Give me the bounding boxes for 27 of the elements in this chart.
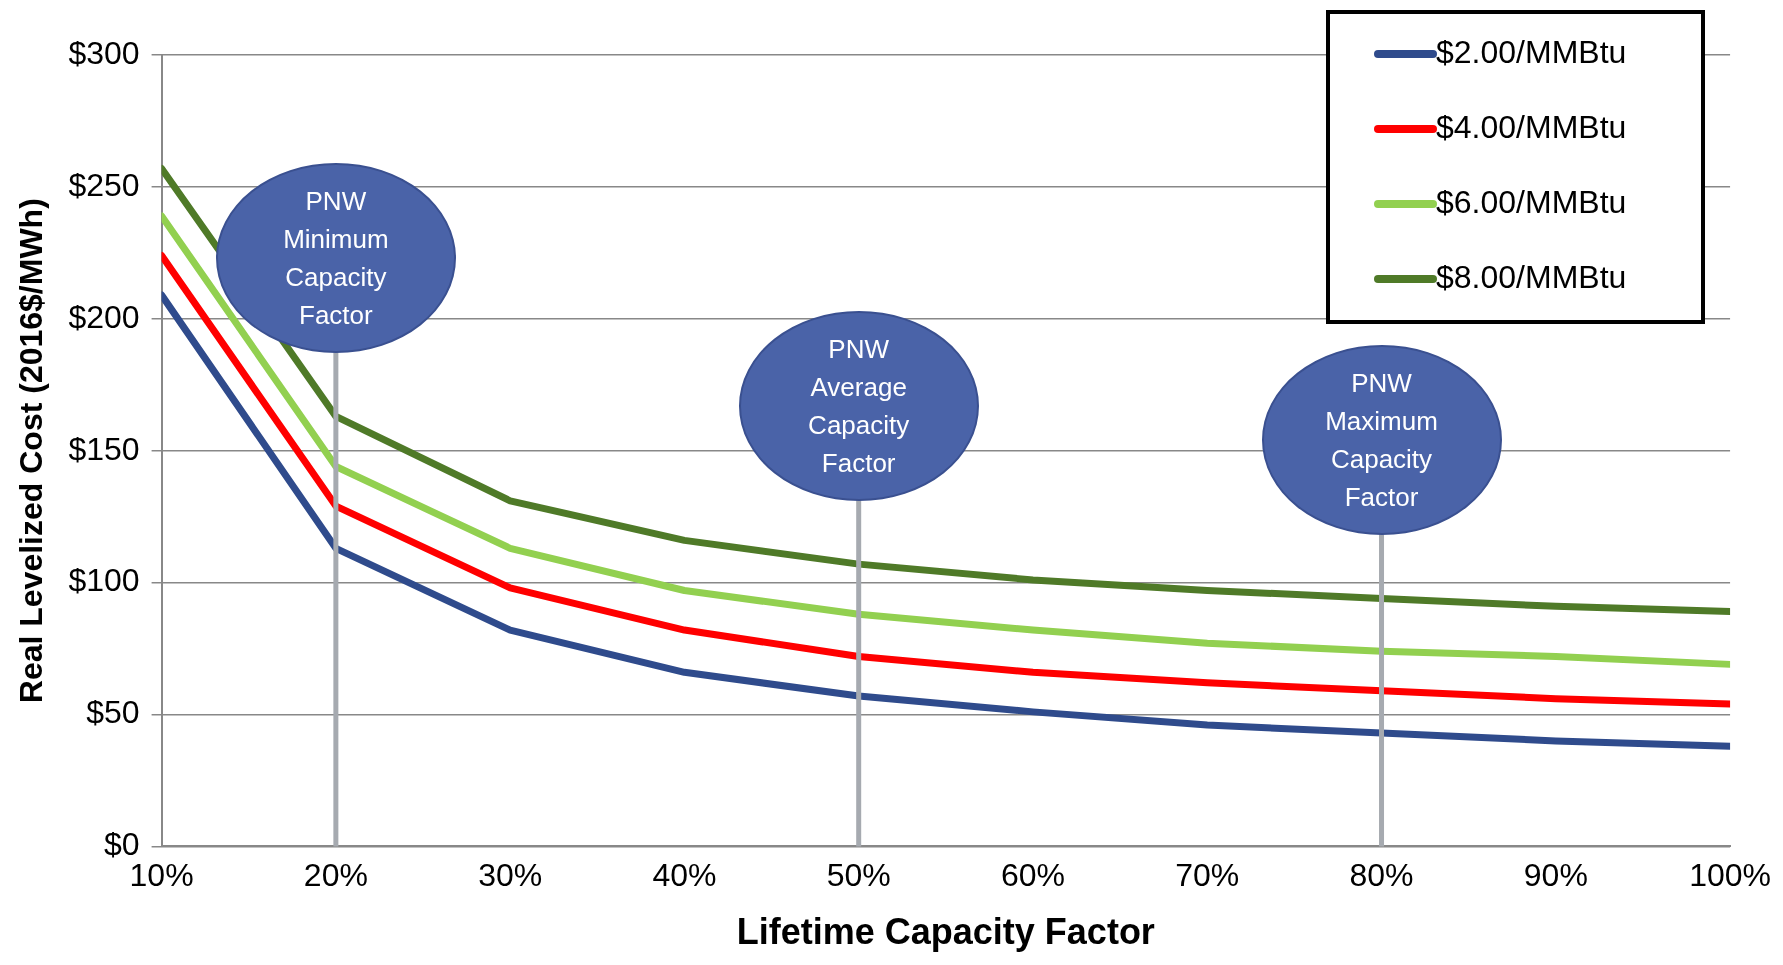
legend-label: $2.00/MMBtu [1436,33,1627,70]
x-tick-label: 90% [1523,857,1588,894]
x-tick-label: 70% [1175,857,1240,894]
ref-line-label: PNW Average Capacity Factor [807,332,911,480]
callout-bubble: PNW Average Capacity Factor [738,310,979,501]
x-tick-label: 30% [478,857,543,894]
callout-bubble: PNW Minimum Capacity Factor [215,163,456,354]
x-tick-label: 20% [303,857,368,894]
x-tick-label: 50% [826,857,891,894]
y-tick-label: $100 [68,562,140,599]
x-tick-label: 60% [1000,857,1065,894]
y-axis-title: Real Levelized Cost (2016$/MWh) [13,198,50,704]
y-tick-label: $50 [86,694,140,731]
y-tick-label: $250 [68,166,140,203]
ref-line-label: PNW Minimum Capacity Factor [282,185,390,333]
x-tick-label: 100% [1689,857,1771,894]
legend-label: $6.00/MMBtu [1436,183,1627,220]
y-tick-label: $150 [68,430,140,467]
y-tick-label: $300 [68,34,140,71]
ref-line-label: PNW Maximum Capacity Factor [1324,367,1439,515]
legend-label: $8.00/MMBtu [1436,258,1627,295]
y-tick-label: $200 [68,298,140,335]
x-tick-label: 40% [652,857,717,894]
x-axis-title: Lifetime Capacity Factor [736,911,1155,953]
legend-label: $4.00/MMBtu [1436,108,1627,145]
callout-bubble: PNW Maximum Capacity Factor [1261,345,1502,536]
x-tick-label: 80% [1349,857,1414,894]
